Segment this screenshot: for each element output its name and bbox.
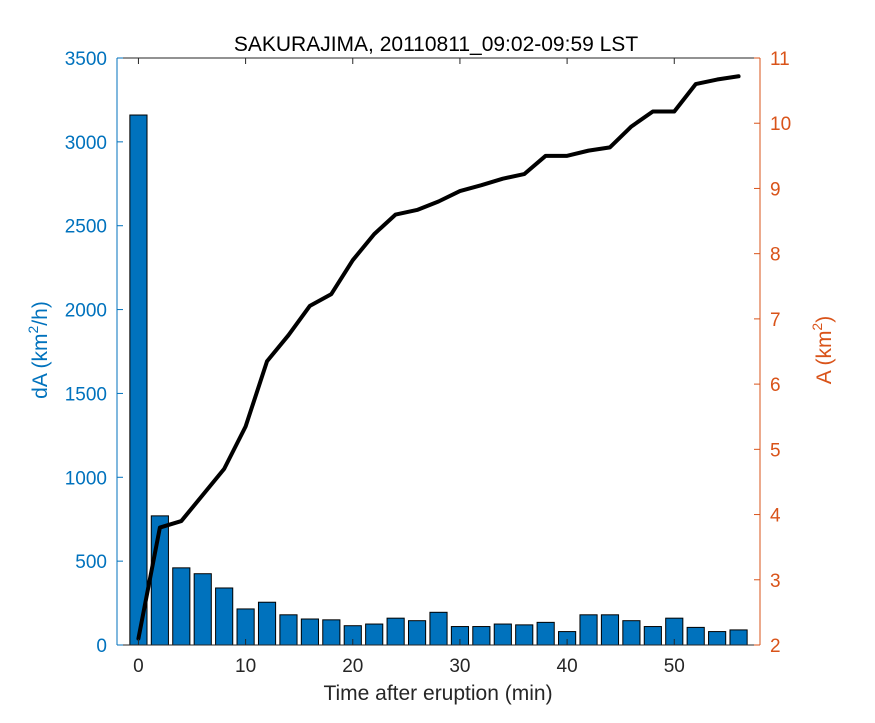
left-tick-label-3500: 3500: [65, 49, 107, 70]
bar-52: [686, 626, 705, 646]
bar-6: [193, 573, 212, 646]
right-tick-label-6: 6: [770, 375, 781, 396]
left-tick-label-0: 0: [96, 636, 107, 657]
right-tick-label-11: 11: [770, 49, 790, 70]
left-axis-title-sup: 2: [25, 325, 41, 333]
right-axis-title-sup: 2: [809, 323, 825, 331]
left-tick-label-2000: 2000: [65, 301, 107, 322]
bar-8: [215, 587, 234, 646]
left-axis-title: dA (km2/h): [25, 301, 52, 399]
right-tick-label-3: 3: [770, 571, 781, 592]
right-axis-title-main: A (km: [813, 331, 836, 385]
area-line: [136, 74, 741, 641]
left-tick-label-2500: 2500: [65, 217, 107, 238]
x-tick-label-10: 10: [235, 656, 256, 677]
bar-54: [708, 631, 727, 646]
right-axis-title: A (km2): [809, 316, 836, 384]
right-tick-label-7: 7: [770, 310, 781, 331]
bar-22: [365, 623, 384, 646]
axes: 0 10 20 30 40 5005001000150020002500300035002…: [65, 49, 791, 677]
x-axis-title: Time after eruption (min): [323, 682, 552, 705]
bar-14: [279, 614, 298, 646]
left-tick-label-1000: 1000: [65, 468, 107, 489]
right-tick-label-10: 10: [770, 114, 791, 135]
bar-36: [515, 624, 534, 646]
bar-42: [579, 614, 598, 646]
right-tick-label-5: 5: [770, 440, 781, 461]
bar-56: [729, 629, 748, 646]
bar-18: [322, 619, 341, 646]
bar-24: [386, 617, 405, 646]
left-axis-title-tail: /h): [29, 301, 52, 326]
bar-38: [536, 621, 555, 646]
line-series-layer: [136, 74, 741, 641]
bar-26: [407, 620, 427, 646]
bar-0: [129, 114, 148, 646]
left-tick-label-1500: 1500: [65, 384, 107, 405]
bar-32: [472, 626, 491, 646]
bar-16: [300, 618, 319, 646]
right-tick-label-4: 4: [770, 506, 781, 527]
x-tick-label-20: 20: [342, 656, 363, 677]
x-tick-label-30: 30: [449, 656, 470, 677]
chart-title: SAKURAJIMA, 20110811_09:02-09:59 LST: [234, 33, 638, 56]
bar-46: [622, 620, 641, 646]
bar-series: [129, 114, 748, 646]
bar-44: [600, 614, 620, 646]
x-tick-label-40: 40: [557, 656, 578, 677]
bar-28: [429, 611, 448, 646]
right-tick-label-2: 2: [770, 636, 781, 657]
bar-12: [257, 601, 277, 646]
x-tick-label-0: 0: [133, 656, 144, 677]
bar-48: [643, 626, 662, 646]
left-tick-label-500: 500: [75, 552, 107, 573]
left-tick-label-3000: 3000: [65, 133, 107, 154]
left-axis-title-main: dA (km: [29, 333, 52, 398]
right-axis-title-tail: ): [813, 316, 836, 323]
x-tick-label-50: 50: [664, 656, 685, 677]
bar-4: [172, 567, 191, 646]
right-tick-label-8: 8: [770, 245, 781, 266]
bar-34: [493, 623, 512, 646]
right-tick-label-9: 9: [770, 179, 781, 200]
